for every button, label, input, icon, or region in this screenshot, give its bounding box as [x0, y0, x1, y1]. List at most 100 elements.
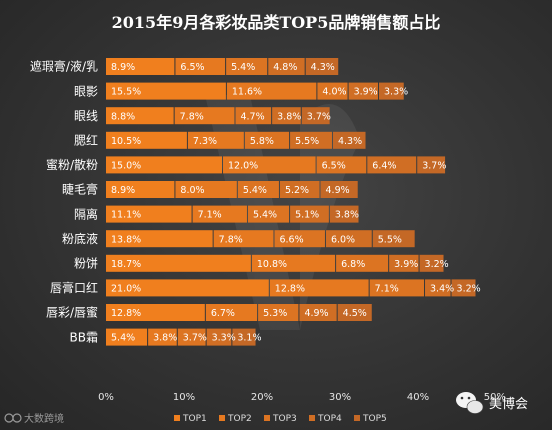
- value-labels: 8.9% 6.5% 5.4% 4.8% 4.3% 15.5% 11.6% 4.0% 3.9% 3.…: [111, 62, 481, 344]
- bar-segment-top3: [316, 156, 367, 174]
- legend-swatch: [354, 415, 360, 421]
- data-label: 4.9%: [326, 185, 350, 196]
- bar-segment-top1: [106, 279, 269, 297]
- data-label: 4.5%: [343, 308, 367, 319]
- bar-segment-top2: [175, 181, 237, 198]
- bar-segment-top2: [269, 279, 369, 297]
- data-label: 8.0%: [180, 185, 204, 196]
- bar-segment-top1: [106, 131, 187, 149]
- wechat-icon: [456, 392, 484, 414]
- data-label: 5.4%: [243, 185, 267, 196]
- bar-segment-top3: [258, 304, 299, 321]
- bar-segment-top2: [251, 254, 336, 272]
- bar-segment-top3: [317, 82, 348, 100]
- category-label: 腮红: [74, 133, 98, 148]
- legend-swatch: [174, 415, 180, 421]
- data-label: 4.3%: [311, 62, 335, 73]
- bar-segment-top4: [272, 107, 301, 125]
- x-tick-label: 30%: [329, 392, 351, 403]
- data-label: 6.7%: [211, 308, 235, 319]
- bar-segment-top4: [299, 304, 337, 321]
- bar-segment-top3: [177, 328, 206, 346]
- bar-segment-top5: [451, 279, 476, 297]
- bar-segment-top2: [205, 304, 258, 321]
- bar-segment-top3: [237, 181, 279, 198]
- bar-segment-top2: [174, 107, 235, 125]
- data-label: 3.9%: [354, 87, 378, 98]
- bar-segment-top2: [213, 230, 274, 248]
- category-label: 粉饼: [74, 257, 98, 271]
- data-label: 12.8%: [275, 284, 305, 295]
- category-label: 眼影: [74, 84, 98, 98]
- data-label: 6.4%: [372, 161, 396, 172]
- bar-segment-top2: [187, 131, 244, 149]
- bar-segment-top5: [320, 181, 358, 198]
- data-label: 5.2%: [285, 185, 309, 196]
- data-label: 21.0%: [111, 284, 141, 295]
- x-tick-label: 50%: [484, 392, 506, 403]
- data-label: 4.9%: [304, 308, 328, 319]
- bar-segment-top4: [425, 279, 451, 297]
- legend-label: TOP2: [227, 414, 252, 424]
- bar-segment-top5: [232, 328, 256, 346]
- data-label: 12.0%: [228, 161, 258, 172]
- bar-segment-top1: [106, 181, 175, 198]
- bar-segment-top3: [274, 230, 325, 248]
- bar-segment-top1: [106, 254, 251, 272]
- bar-segment-top3: [336, 254, 389, 272]
- bar-segment-top1: [106, 82, 226, 100]
- data-label: 11.6%: [232, 87, 262, 98]
- data-label: 3.3%: [384, 87, 408, 98]
- bar-segment-top4: [325, 230, 372, 248]
- data-label: 18.7%: [111, 259, 141, 270]
- data-label: 6.0%: [331, 234, 355, 245]
- bar-segment-top5: [372, 230, 415, 248]
- data-label: 6.6%: [279, 234, 303, 245]
- category-label: 唇膏口红: [50, 280, 98, 295]
- data-label: 3.4%: [430, 284, 454, 295]
- category-label: 眼线: [74, 109, 98, 123]
- bar-segment-top4: [389, 254, 419, 272]
- data-label: 6.5%: [180, 62, 204, 73]
- legend-label: TOP1: [182, 414, 207, 424]
- chart-title: 2015年9月各彩妆品类TOP5品牌销售额占比: [112, 13, 441, 32]
- bar-segment-top4: [268, 58, 305, 75]
- data-label: 8.9%: [111, 185, 135, 196]
- data-label: 8.9%: [111, 62, 135, 73]
- legend-label: TOP3: [272, 414, 297, 424]
- data-label: 15.0%: [111, 161, 141, 172]
- category-label: BB霜: [70, 330, 98, 344]
- legend-swatch: [309, 415, 315, 421]
- bar-segment-top2: [148, 328, 177, 346]
- bar-segment-top3: [244, 131, 290, 149]
- data-label: 6.5%: [322, 161, 346, 172]
- bar-segment-top1: [106, 230, 213, 248]
- data-label: 15.5%: [111, 87, 141, 98]
- bar-segment-top5: [305, 58, 339, 75]
- data-label: 5.4%: [111, 333, 135, 344]
- data-label: 5.5%: [295, 136, 319, 147]
- data-label: 4.0%: [322, 87, 346, 98]
- data-label: 10.8%: [257, 259, 287, 270]
- data-label: 7.1%: [375, 284, 399, 295]
- data-label: 3.7%: [422, 161, 446, 172]
- bar-segment-top3: [247, 205, 290, 223]
- watermark-text: 大数跨境: [24, 412, 64, 425]
- legend-swatch: [264, 415, 270, 421]
- bar-segment-top4: [279, 181, 320, 198]
- bar-segment-top1: [106, 205, 192, 223]
- bar-segment-top3: [369, 279, 425, 297]
- data-label: 3.9%: [394, 259, 418, 270]
- bar-segment-top5: [332, 131, 366, 149]
- bar-segment-top5: [301, 107, 330, 125]
- bar-segment-top1: [106, 107, 174, 125]
- data-label: 3.2%: [425, 259, 449, 270]
- bar-segment-top4: [290, 131, 332, 149]
- bar-segment-top2: [175, 58, 226, 75]
- bar-segment-top3: [235, 107, 272, 125]
- data-label: 3.2%: [457, 284, 481, 295]
- data-label: 5.1%: [295, 210, 319, 221]
- data-label: 11.1%: [111, 210, 141, 221]
- brand-text: 美博会: [489, 397, 528, 412]
- data-label: 7.1%: [198, 210, 222, 221]
